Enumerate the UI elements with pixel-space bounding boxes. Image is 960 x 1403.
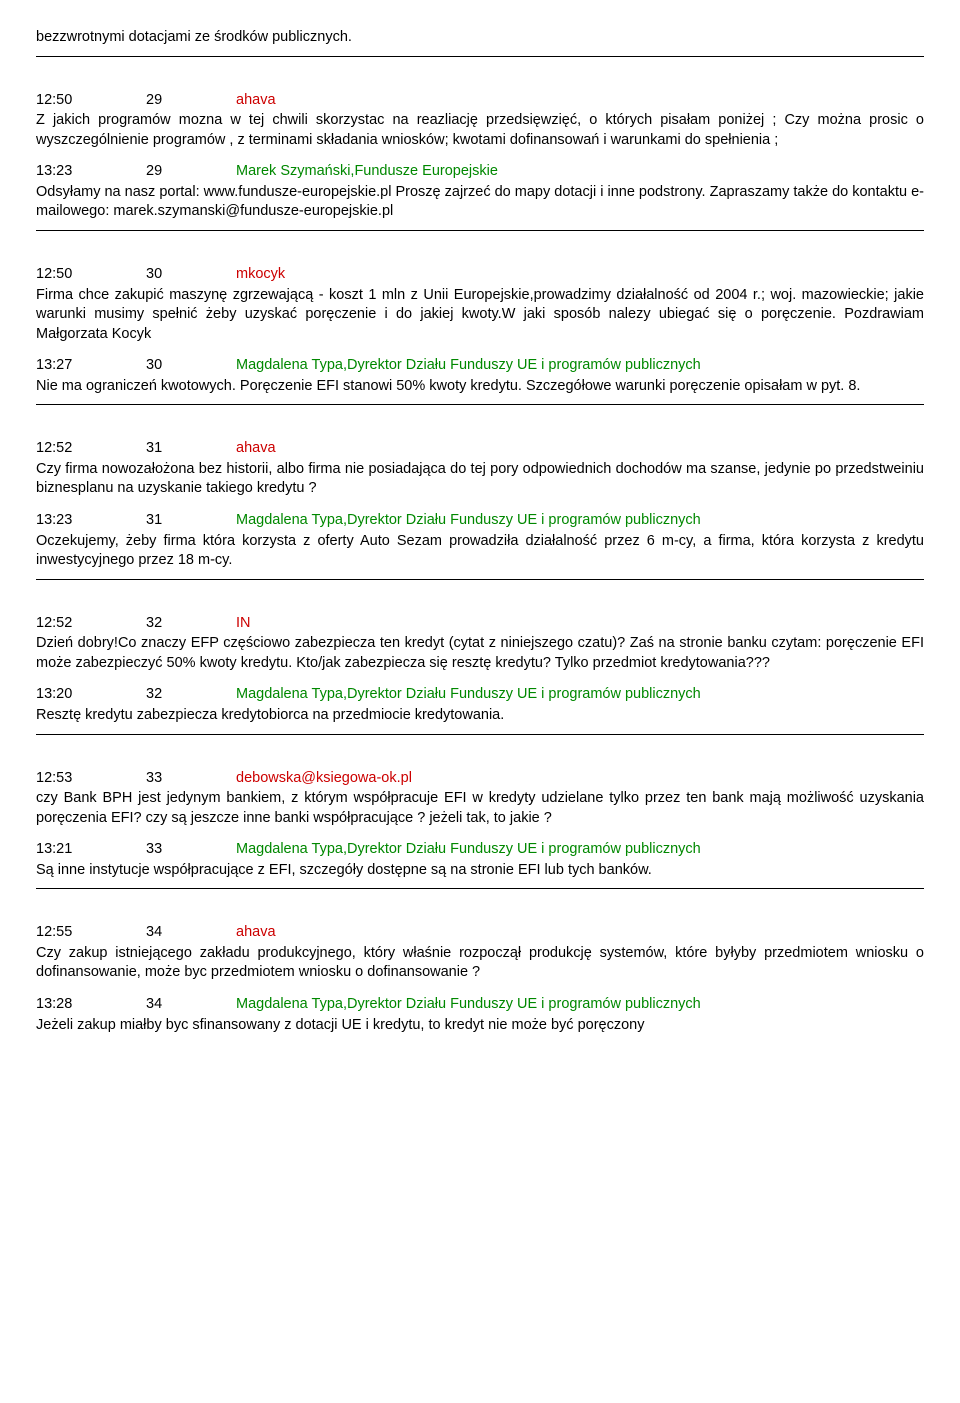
document-page: bezzwrotnymi dotacjami ze środków public… xyxy=(36,28,924,1035)
inner-gap xyxy=(36,150,924,162)
q-meta: 12:5030mkocyk xyxy=(36,265,924,285)
answer-text: Nie ma ograniczeń kwotowych. Poręczenie … xyxy=(36,377,924,397)
a-author: Marek Szymański,Fundusze Europejskie xyxy=(236,162,498,182)
vertical-gap xyxy=(36,897,924,923)
question-text: Czy firma nowozałożona bez historii, alb… xyxy=(36,460,924,499)
separator xyxy=(36,404,924,405)
orphan-text: bezzwrotnymi dotacjami ze środków public… xyxy=(36,28,924,48)
question-text: Czy zakup istniejącego zakładu produkcyj… xyxy=(36,944,924,983)
vertical-gap xyxy=(36,239,924,265)
qa-entry: 12:5231ahavaCzy firma nowozałożona bez h… xyxy=(36,439,924,570)
q-number: 30 xyxy=(146,265,236,285)
a-number: 34 xyxy=(146,995,236,1015)
vertical-gap xyxy=(36,65,924,91)
q-meta: 12:5231ahava xyxy=(36,439,924,459)
q-meta: 12:5534ahava xyxy=(36,923,924,943)
inner-gap xyxy=(36,499,924,511)
separator xyxy=(36,888,924,889)
vertical-gap xyxy=(36,588,924,614)
a-number: 29 xyxy=(146,162,236,182)
q-meta: 12:5333debowska@ksiegowa-ok.pl xyxy=(36,769,924,789)
a-author: Magdalena Typa,Dyrektor Działu Funduszy … xyxy=(236,511,701,531)
qa-entry: 12:5232INDzień dobry!Co znaczy EFP częśc… xyxy=(36,614,924,726)
inner-gap xyxy=(36,673,924,685)
a-time: 13:23 xyxy=(36,511,146,531)
separator xyxy=(36,734,924,735)
qa-entry: 12:5029ahavaZ jakich programów mozna w t… xyxy=(36,91,924,222)
q-meta: 12:5029ahava xyxy=(36,91,924,111)
a-author: Magdalena Typa,Dyrektor Działu Funduszy … xyxy=(236,356,701,376)
q-time: 12:50 xyxy=(36,91,146,111)
question-text: Z jakich programów mozna w tej chwili sk… xyxy=(36,111,924,150)
q-author: IN xyxy=(236,614,251,634)
question-text: Dzień dobry!Co znaczy EFP częściowo zabe… xyxy=(36,634,924,673)
separator xyxy=(36,579,924,580)
a-time: 13:23 xyxy=(36,162,146,182)
vertical-gap xyxy=(36,413,924,439)
q-author: ahava xyxy=(236,923,276,943)
answer-text: Jeżeli zakup miałby byc sfinansowany z d… xyxy=(36,1016,924,1036)
a-meta: 13:2331Magdalena Typa,Dyrektor Działu Fu… xyxy=(36,511,924,531)
q-author: ahava xyxy=(236,91,276,111)
separator xyxy=(36,56,924,57)
a-number: 30 xyxy=(146,356,236,376)
q-time: 12:50 xyxy=(36,265,146,285)
inner-gap xyxy=(36,344,924,356)
a-author: Magdalena Typa,Dyrektor Działu Funduszy … xyxy=(236,685,701,705)
q-number: 33 xyxy=(146,769,236,789)
a-time: 13:28 xyxy=(36,995,146,1015)
vertical-gap xyxy=(36,743,924,769)
separator xyxy=(36,230,924,231)
q-time: 12:52 xyxy=(36,614,146,634)
q-number: 32 xyxy=(146,614,236,634)
a-meta: 13:2032Magdalena Typa,Dyrektor Działu Fu… xyxy=(36,685,924,705)
answer-text: Oczekujemy, żeby firma która korzysta z … xyxy=(36,532,924,571)
answer-text: Są inne instytucje współpracujące z EFI,… xyxy=(36,861,924,881)
question-text: czy Bank BPH jest jedynym bankiem, z któ… xyxy=(36,789,924,828)
q-time: 12:53 xyxy=(36,769,146,789)
a-number: 32 xyxy=(146,685,236,705)
q-number: 31 xyxy=(146,439,236,459)
inner-gap xyxy=(36,828,924,840)
a-meta: 13:2730Magdalena Typa,Dyrektor Działu Fu… xyxy=(36,356,924,376)
a-time: 13:27 xyxy=(36,356,146,376)
a-time: 13:20 xyxy=(36,685,146,705)
q-meta: 12:5232IN xyxy=(36,614,924,634)
q-author: ahava xyxy=(236,439,276,459)
a-time: 13:21 xyxy=(36,840,146,860)
inner-gap xyxy=(36,983,924,995)
q-number: 29 xyxy=(146,91,236,111)
a-number: 33 xyxy=(146,840,236,860)
a-meta: 13:2834Magdalena Typa,Dyrektor Działu Fu… xyxy=(36,995,924,1015)
a-meta: 13:2133Magdalena Typa,Dyrektor Działu Fu… xyxy=(36,840,924,860)
a-number: 31 xyxy=(146,511,236,531)
q-author: debowska@ksiegowa-ok.pl xyxy=(236,769,412,789)
a-author: Magdalena Typa,Dyrektor Działu Funduszy … xyxy=(236,995,701,1015)
question-text: Firma chce zakupić maszynę zgrzewającą -… xyxy=(36,286,924,345)
q-author: mkocyk xyxy=(236,265,285,285)
q-time: 12:55 xyxy=(36,923,146,943)
a-author: Magdalena Typa,Dyrektor Działu Funduszy … xyxy=(236,840,701,860)
qa-entry: 12:5030mkocykFirma chce zakupić maszynę … xyxy=(36,265,924,396)
a-meta: 13:2329Marek Szymański,Fundusze Europejs… xyxy=(36,162,924,182)
qa-entry: 12:5534ahavaCzy zakup istniejącego zakła… xyxy=(36,923,924,1035)
answer-text: Resztę kredytu zabezpiecza kredytobiorca… xyxy=(36,706,924,726)
qa-entry: 12:5333debowska@ksiegowa-ok.plczy Bank B… xyxy=(36,769,924,881)
answer-text: Odsyłamy na nasz portal: www.fundusze-eu… xyxy=(36,183,924,222)
q-number: 34 xyxy=(146,923,236,943)
q-time: 12:52 xyxy=(36,439,146,459)
